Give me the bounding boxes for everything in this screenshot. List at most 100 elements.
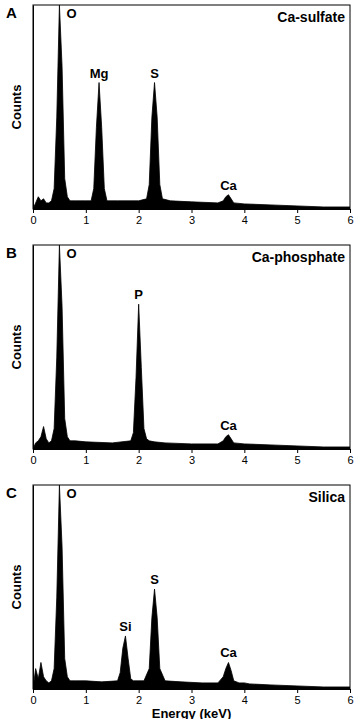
x-tick-mark <box>192 209 193 213</box>
x-tick: 5 <box>295 689 301 706</box>
x-tick: 4 <box>242 449 248 466</box>
figure: 0 1 2 3 4 5 6 Counts A Ca-sulfate O Mg S Ca 0 1 2 3 4 5 6 Cou… <box>0 0 361 719</box>
plot-area <box>33 485 350 689</box>
x-tick: 6 <box>347 449 353 466</box>
y-axis-line <box>33 486 34 690</box>
x-tick: 1 <box>83 689 89 706</box>
panel-label: A <box>6 4 17 21</box>
x-tick-mark <box>297 209 298 213</box>
x-tick: 6 <box>347 209 353 226</box>
y-axis-line <box>33 6 34 210</box>
x-tick-mark <box>86 689 87 693</box>
y-axis-title: Counts <box>9 85 24 130</box>
x-tick-label: 0 <box>30 694 36 706</box>
x-tick: 4 <box>242 689 248 706</box>
x-tick-label: 2 <box>136 454 142 466</box>
x-tick: 2 <box>136 689 142 706</box>
x-tick-mark <box>86 209 87 213</box>
x-tick-label: 5 <box>295 454 301 466</box>
x-tick-label: 3 <box>189 214 195 226</box>
x-tick-label: 6 <box>347 214 353 226</box>
peak-label: Ca <box>220 178 237 193</box>
x-tick-mark <box>33 209 34 213</box>
panel-title: Silica <box>308 489 345 505</box>
panel: 0 1 2 3 4 5 6 Counts Energy (keV) C Silica O Si S Ca <box>6 484 354 719</box>
x-tick: 1 <box>83 449 89 466</box>
x-tick: 3 <box>189 449 195 466</box>
x-tick-mark <box>192 689 193 693</box>
spectrum-area <box>33 245 350 449</box>
x-axis: 0 1 2 3 4 5 6 <box>30 449 353 466</box>
y-axis <box>33 246 34 450</box>
x-tick: 0 <box>30 689 36 706</box>
peak-label: O <box>66 6 76 21</box>
x-tick-label: 3 <box>189 694 195 706</box>
x-tick-mark <box>139 209 140 213</box>
y-axis-title: Counts <box>9 565 24 610</box>
peak-label: Ca <box>220 645 237 660</box>
x-tick-mark <box>33 449 34 453</box>
x-tick-label: 4 <box>242 454 248 466</box>
plot-frame <box>33 245 350 449</box>
spectrum-area <box>33 5 350 209</box>
x-tick-label: 3 <box>189 454 195 466</box>
x-tick-mark <box>139 449 140 453</box>
x-tick: 5 <box>295 449 301 466</box>
panel-title: Ca-phosphate <box>252 249 346 265</box>
x-tick: 1 <box>83 209 89 226</box>
x-tick: 5 <box>295 209 301 226</box>
panel-label: B <box>6 244 17 261</box>
x-tick-label: 6 <box>347 454 353 466</box>
x-tick-mark <box>350 209 351 213</box>
y-axis <box>33 6 34 210</box>
plot-area <box>33 5 350 209</box>
peak-label: Si <box>119 619 131 634</box>
x-tick-label: 1 <box>83 694 89 706</box>
x-tick-mark <box>350 689 351 693</box>
x-tick: 0 <box>30 209 36 226</box>
x-tick-mark <box>33 689 34 693</box>
peak-label: O <box>66 246 76 261</box>
y-axis <box>33 486 34 690</box>
x-tick-mark <box>297 689 298 693</box>
x-tick-mark <box>244 209 245 213</box>
x-tick-label: 5 <box>295 694 301 706</box>
x-tick: 4 <box>242 209 248 226</box>
panel: 0123456CountsACa-sulfateOMgSCa <box>6 4 354 226</box>
x-tick: 6 <box>347 689 353 706</box>
x-tick: 3 <box>189 689 195 706</box>
x-tick-mark <box>192 449 193 453</box>
x-tick-mark <box>86 449 87 453</box>
plot-frame <box>33 5 350 209</box>
x-tick-label: 2 <box>136 214 142 226</box>
x-tick-label: 2 <box>136 694 142 706</box>
x-axis: 0 1 2 3 4 5 6 <box>30 209 353 226</box>
panel: 0 1 2 3 4 5 6 Counts B Ca-phosphate O P Ca <box>6 244 354 466</box>
x-tick: 0 <box>30 449 36 466</box>
x-axis-title: Energy (keV) <box>152 706 231 719</box>
panel-title: Ca-sulfate <box>277 9 345 25</box>
x-tick-label: 0 <box>30 214 36 226</box>
peak-label: P <box>134 287 143 302</box>
plot-area <box>33 245 350 449</box>
peak-label: Ca <box>220 418 237 433</box>
peak-label: Mg <box>90 66 109 81</box>
x-tick-mark <box>297 449 298 453</box>
panel-label: C <box>6 484 17 501</box>
peak-label: O <box>66 486 76 501</box>
x-tick: 2 <box>136 449 142 466</box>
x-tick: 3 <box>189 209 195 226</box>
x-tick-label: 1 <box>83 214 89 226</box>
x-tick-label: 5 <box>295 214 301 226</box>
spectrum-area <box>33 485 350 689</box>
x-tick-label: 6 <box>347 694 353 706</box>
x-tick-mark <box>350 449 351 453</box>
x-tick-label: 0 <box>30 454 36 466</box>
y-axis-line <box>33 246 34 450</box>
x-tick-mark <box>244 689 245 693</box>
x-tick-mark <box>244 449 245 453</box>
x-tick-label: 1 <box>83 454 89 466</box>
x-tick-label: 4 <box>242 214 248 226</box>
peak-label: S <box>150 572 159 587</box>
y-axis-title: Counts <box>9 325 24 370</box>
